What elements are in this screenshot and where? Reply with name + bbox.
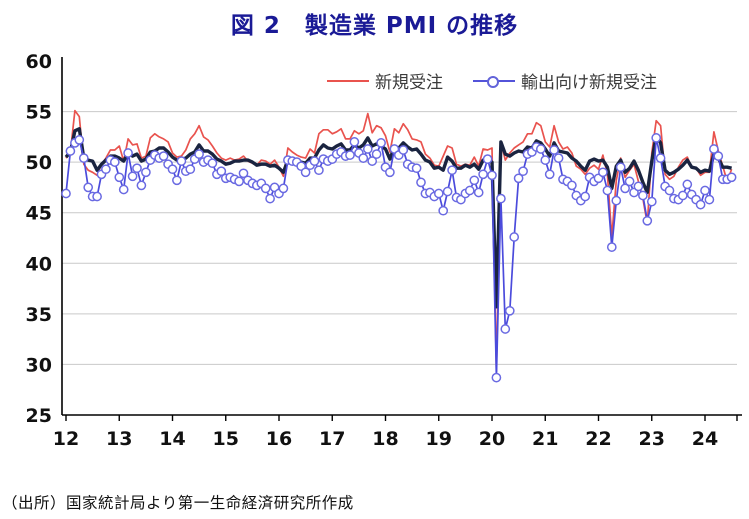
svg-text:25: 25: [26, 405, 52, 427]
svg-text:21: 21: [532, 428, 558, 450]
svg-text:50: 50: [26, 152, 52, 174]
page-title: 図 2 製造業 PMI の推移: [230, 13, 519, 39]
svg-text:40: 40: [26, 253, 52, 275]
svg-text:19: 19: [426, 428, 452, 450]
svg-text:35: 35: [26, 304, 52, 326]
svg-text:12: 12: [53, 428, 79, 450]
legend-item-export-orders: 輸出向け新規受注: [473, 68, 657, 93]
svg-text:30: 30: [26, 354, 52, 376]
red-line-legend-icon: [327, 74, 369, 88]
svg-text:60: 60: [26, 51, 52, 73]
source-note: （出所）国家統計局より第一生命経済研究所作成: [2, 494, 354, 512]
chart-legend: 新規受注 輸出向け新規受注: [327, 68, 657, 93]
svg-text:18: 18: [372, 428, 398, 450]
svg-text:23: 23: [639, 428, 665, 450]
svg-text:55: 55: [26, 102, 52, 124]
svg-text:14: 14: [159, 428, 185, 450]
pmi-line-chart: 25 30 35 40 45 50 55 60 12 13 14 15 16 17 18 19 20 21 22 23…: [26, 51, 742, 450]
legend-label-export-orders: 輸出向け新規受注: [521, 73, 657, 93]
legend-item-new-orders: 新規受注: [327, 68, 443, 93]
svg-text:20: 20: [479, 428, 505, 450]
svg-text:17: 17: [319, 428, 345, 450]
svg-text:13: 13: [106, 428, 132, 450]
legend-label-new-orders: 新規受注: [375, 73, 443, 93]
svg-text:24: 24: [692, 428, 718, 450]
svg-text:15: 15: [213, 428, 239, 450]
svg-text:45: 45: [26, 203, 52, 225]
blue-circle-line-legend-icon: [473, 74, 515, 88]
svg-text:16: 16: [266, 428, 292, 450]
svg-text:22: 22: [585, 428, 611, 450]
